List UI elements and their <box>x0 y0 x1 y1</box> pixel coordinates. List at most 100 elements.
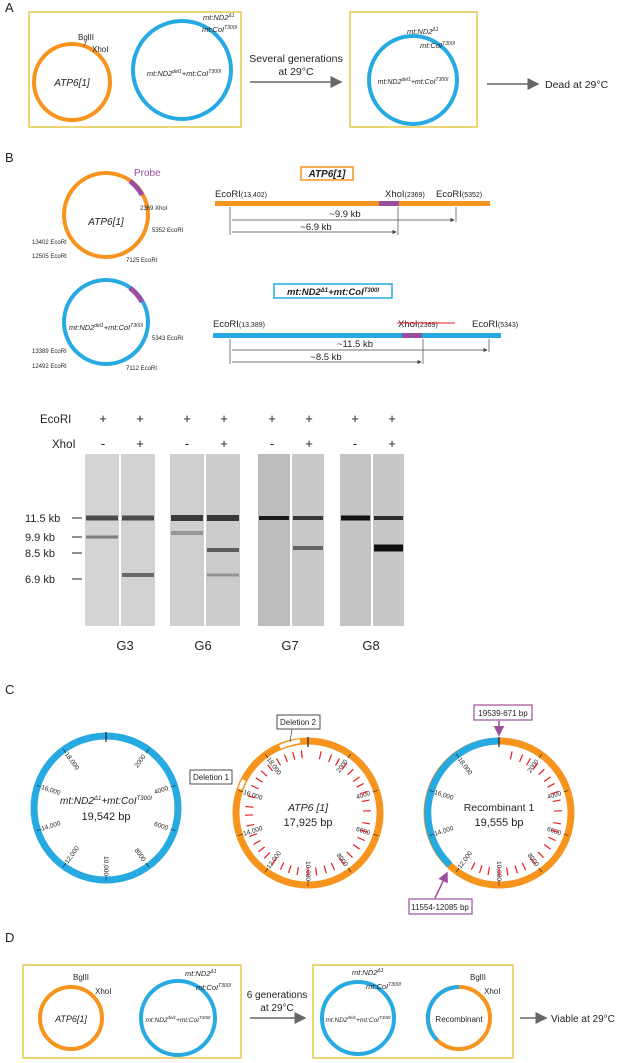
combo-map-short: ~8.5 kb <box>310 352 341 363</box>
tick-label: 4000 <box>153 785 169 796</box>
variant-mark <box>347 768 354 776</box>
variant-mark <box>551 829 560 834</box>
variant-mark <box>246 823 255 827</box>
rec-top-box <box>473 704 533 721</box>
xhoi-label-d: XhoI <box>95 987 111 996</box>
variant-mark <box>356 782 364 788</box>
combo-map-title: mt:ND2Δ1+mt:CoIT300I <box>287 287 379 298</box>
xhoi-row-label: XhoI <box>52 439 76 451</box>
gel-lane <box>373 454 404 626</box>
combo-map-right: EcoRI(5343) <box>472 319 518 330</box>
recombinant-label-d: Recombinant <box>435 1015 483 1024</box>
gel-label-g3: G3 <box>116 638 133 653</box>
xhoi-sign: + <box>220 436 228 451</box>
tick-label: 6000 <box>153 821 169 832</box>
variant-mark <box>247 795 256 799</box>
recombinant-blue-arc <box>424 737 500 868</box>
variant-mark <box>330 862 336 871</box>
atp6-circle-b <box>62 171 150 259</box>
atp-map-bar <box>215 201 490 206</box>
gel-band <box>341 515 370 521</box>
atp-map-right: EcoRI(5352) <box>436 189 482 200</box>
variant-mark <box>271 857 277 865</box>
variant-mark <box>548 836 556 842</box>
panel-a-box-right <box>349 11 478 128</box>
deletion-2-label: Deletion 2 <box>280 718 317 727</box>
atp6-label-b: ATP6[1] <box>87 217 124 228</box>
tick-mark <box>538 753 543 759</box>
variant-mark <box>519 754 524 763</box>
variant-mark <box>538 768 545 776</box>
combo-map-xho: XhoI(2369) <box>398 319 438 330</box>
tick-label: 2000 <box>335 758 349 774</box>
atp-map-title: ATP6[1] <box>307 169 346 180</box>
variant-mark <box>279 862 285 870</box>
tick-label: 8000 <box>133 847 147 863</box>
gel-band <box>122 573 154 577</box>
deletion-2-gap <box>279 739 301 749</box>
variant-mark <box>470 862 476 870</box>
tick-mark <box>563 790 569 793</box>
variant-mark <box>487 867 491 876</box>
atp-site-2: 5352 EcoRI <box>152 228 184 234</box>
tick-label: 18,000 <box>456 756 474 777</box>
variant-mark <box>537 851 544 858</box>
rec-top-label: 19539-671 bp <box>478 709 528 718</box>
variant-mark <box>334 758 341 766</box>
xhoi-sign: - <box>185 436 189 451</box>
tick-mark <box>170 828 176 831</box>
combo-site-4: 13389 EcoRI <box>32 349 67 355</box>
tick-label: 2000 <box>526 758 540 774</box>
viable-label: Viable at 29°C <box>551 1014 615 1025</box>
atp-site-5: 13402 EcoRI <box>32 240 67 246</box>
tick-mark <box>264 867 269 873</box>
tick-label: 10,000 <box>102 856 109 876</box>
gel-label-g7: G7 <box>281 638 298 653</box>
gel-sign-row: + - + + + - + + + - + + + - + + <box>99 411 396 451</box>
deletion-2-leader <box>289 728 293 743</box>
coi-label-a: mt:CoIT300I <box>202 25 237 34</box>
probe-arc-atp <box>128 178 145 197</box>
gel-band <box>86 515 118 521</box>
probe-arc-combo <box>128 285 145 304</box>
xhoi-sign: - <box>353 436 357 451</box>
combo-map-probe <box>402 333 422 338</box>
tick-mark <box>62 862 67 868</box>
tick-mark <box>238 833 244 836</box>
variant-mark <box>547 782 555 788</box>
c3-bp: 19,555 bp <box>475 817 524 829</box>
tick-label: 2000 <box>133 753 147 769</box>
variant-mark <box>318 751 322 760</box>
ecori-sign: + <box>351 411 359 426</box>
panel-c-label: C <box>5 682 14 697</box>
variant-mark <box>361 799 370 803</box>
variant-mark <box>543 844 551 850</box>
xhoi-label-d2: XhoI <box>484 987 500 996</box>
variant-mark <box>260 770 268 777</box>
combo-label-b: mt:ND2del1+mt:CoIT300I <box>69 323 144 332</box>
combo-site-2: 7112 EcoRI <box>126 366 157 372</box>
combo-circle-d2 <box>320 980 396 1056</box>
tick-mark <box>170 785 176 788</box>
ecori-sign: + <box>183 411 191 426</box>
gel-lane <box>121 454 155 626</box>
tick-label: 14,000 <box>433 825 454 838</box>
atp6-circle-d <box>38 985 104 1051</box>
variant-mark <box>339 857 345 865</box>
combo-circle-d <box>139 979 217 1057</box>
combo-label-d2: mt:ND2del1+mt:CoIT300I <box>326 1015 392 1024</box>
tick-mark <box>62 748 67 754</box>
gel-label-g6: G6 <box>194 638 211 653</box>
xhoi-label-a: XhoI <box>92 45 108 54</box>
coi-label-d2: mt:CoIT300I <box>366 982 401 991</box>
deletion-1-box <box>189 769 233 785</box>
gel-band <box>207 548 239 552</box>
variant-mark <box>543 776 551 782</box>
rec-bottom-box <box>408 898 473 915</box>
variant-mark <box>552 799 561 803</box>
atp-map-left: EcoRI(13,402) <box>215 189 267 200</box>
coi-label-d: mt:CoIT300I <box>196 983 231 992</box>
combo-label-a: mt:ND2del1+mt:CoIT300I <box>147 69 222 78</box>
panel-d-box-right <box>312 964 514 1059</box>
generations-label-a1: Several generations <box>249 53 342 65</box>
